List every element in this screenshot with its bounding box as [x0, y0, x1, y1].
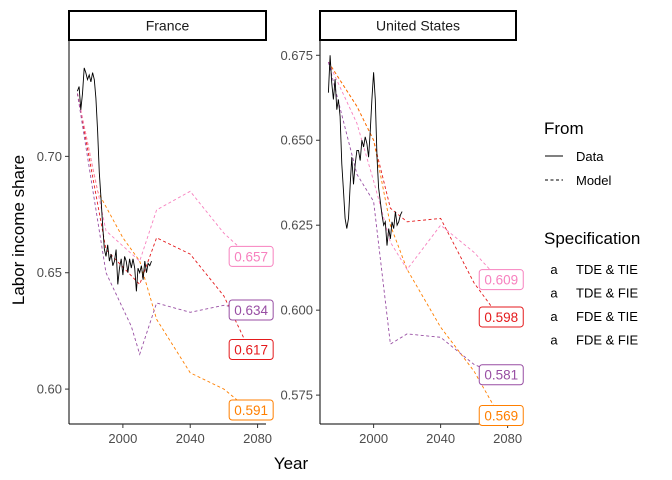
- model-line-tde-tie: [328, 61, 500, 318]
- y-tick-label: 0.650: [280, 133, 313, 148]
- x-tick-label: 2080: [493, 431, 522, 446]
- facet-strip-label: United States: [376, 18, 460, 34]
- y-tick-label: 0.60: [37, 382, 62, 397]
- y-tick-label: 0.575: [280, 388, 313, 403]
- model-line-fde-fie: [76, 93, 250, 356]
- model-line-tde-tie: [76, 93, 250, 350]
- end-label-box: [478, 364, 524, 386]
- y-tick-label: 0.70: [37, 149, 62, 164]
- x-tick-label: 2080: [243, 431, 272, 446]
- x-tick-label: 2000: [108, 431, 137, 446]
- data-line: [327, 55, 403, 246]
- x-tick-label: 2000: [359, 431, 388, 446]
- legend-label: Model: [576, 173, 612, 188]
- end-label-box: [228, 399, 274, 421]
- y-tick-label: 0.600: [280, 303, 313, 318]
- legend-title-from: From: [544, 119, 584, 138]
- legend-key-letter: a: [550, 309, 558, 324]
- legend-title-specification: Specification: [544, 229, 640, 248]
- end-label-value: 0.634: [234, 303, 268, 318]
- end-label-value: 0.609: [484, 273, 518, 288]
- model-line-fde-tie: [327, 61, 500, 280]
- end-label: 0.569: [478, 405, 524, 427]
- x-axis-title: Year: [274, 454, 309, 473]
- end-label-box: [228, 299, 274, 321]
- end-label: 0.634: [228, 299, 274, 321]
- end-label-value: 0.581: [484, 368, 518, 383]
- facet-strip-label: France: [146, 18, 190, 34]
- end-label-value: 0.569: [484, 409, 518, 424]
- end-label: 0.617: [228, 339, 274, 361]
- facet-strip: [68, 10, 267, 41]
- end-label-box: [478, 306, 524, 328]
- model-line-fde-fie: [327, 61, 500, 376]
- model-line-tde-fie: [76, 93, 250, 411]
- end-label-box: [478, 405, 524, 427]
- facet-panel-1: United States 0.575 0.600 0.625 0.650 0.675 20…: [280, 10, 524, 446]
- x-tick-label: 2040: [176, 431, 205, 446]
- x-tick-label: 2040: [426, 431, 455, 446]
- end-label: 0.657: [228, 245, 274, 267]
- legend-key-letter: a: [550, 286, 558, 301]
- y-axis-title: Labor income share: [9, 155, 28, 305]
- facet-panel-0: France 0.60 0.65 0.70 2000 2040 2080 0.617 0.591…: [37, 10, 274, 446]
- y-tick-label: 0.65: [37, 265, 62, 280]
- legend-key-letter: a: [550, 262, 558, 277]
- end-label-value: 0.591: [234, 403, 268, 418]
- end-label: 0.609: [478, 269, 524, 291]
- legend: From Data Model Specification a TDE & TIE a TDE…: [544, 119, 640, 348]
- y-tick-label: 0.625: [280, 218, 313, 233]
- end-label-box: [228, 245, 274, 267]
- end-label: 0.591: [228, 399, 274, 421]
- legend-label: FDE & TIE: [576, 309, 638, 324]
- end-label-box: [228, 339, 274, 361]
- end-label-value: 0.657: [234, 249, 268, 264]
- end-label-value: 0.617: [234, 343, 268, 358]
- y-tick-label: 0.675: [280, 48, 313, 63]
- facet-strip: [319, 10, 517, 41]
- end-label: 0.598: [478, 306, 524, 328]
- facet-panels: France 0.60 0.65 0.70 2000 2040 2080 0.617 0.591…: [37, 10, 524, 446]
- legend-label: FDE & FIE: [576, 333, 638, 348]
- end-label: 0.581: [478, 364, 524, 386]
- model-line-fde-tie: [76, 93, 250, 262]
- data-line: [76, 67, 152, 292]
- model-line-tde-fie: [328, 61, 500, 416]
- end-label-value: 0.598: [484, 310, 518, 325]
- end-label-box: [478, 269, 524, 291]
- legend-key-letter: a: [550, 333, 558, 348]
- legend-label: TDE & TIE: [576, 262, 638, 277]
- legend-label: TDE & FIE: [576, 286, 638, 301]
- legend-label: Data: [576, 149, 604, 164]
